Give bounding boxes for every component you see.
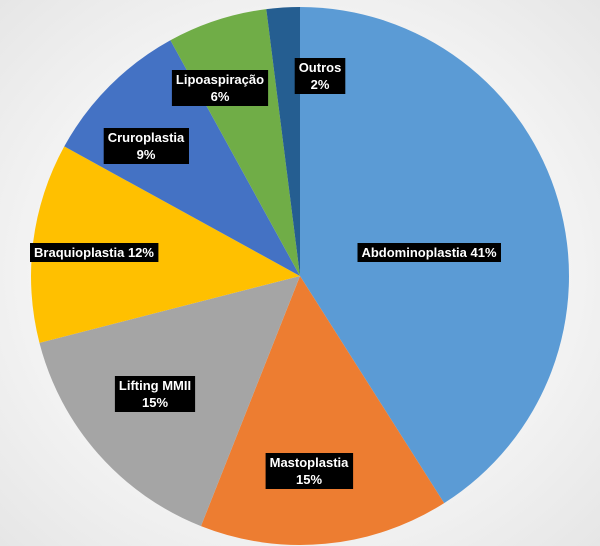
pie-slice-mastoplastia [200, 276, 445, 546]
data-label-cruroplastia: Cruroplastia 9% [103, 128, 189, 164]
data-label-braquioplastia: Braquioplastia 12% [30, 243, 159, 262]
labels-layer: Abdominoplastia 41%Mastoplastia15%Liftin… [30, 58, 501, 489]
category-name: Cruroplastia [108, 130, 185, 145]
category-name: Braquioplastia [34, 245, 128, 260]
category-name: Lifting MMII [119, 378, 191, 393]
data-label-text: Abdominoplastia 41% [361, 245, 497, 260]
percent-value: 6% [211, 89, 230, 104]
percent-value: 41% [471, 245, 497, 260]
data-label-mastoplastia: Mastoplastia 15% [265, 453, 354, 489]
pie-slice-outros [266, 7, 300, 276]
data-label-lipoaspiracao: Lipoaspiração 6% [171, 70, 269, 106]
data-label-outros: Outros 2% [294, 58, 346, 94]
data-label-lifting-mmii: Lifting MMII 15% [114, 376, 196, 412]
data-label-box [265, 453, 354, 489]
category-name: Mastoplastia [270, 455, 350, 470]
percent-value: 9% [137, 147, 156, 162]
percent-value: 12% [128, 245, 154, 260]
data-label-box [357, 243, 501, 262]
data-label-box [114, 376, 196, 412]
percent-value: 15% [296, 472, 322, 487]
percent-value: 15% [142, 395, 168, 410]
percent-value: 2% [311, 77, 330, 92]
data-label-box [30, 243, 159, 262]
slices-layer [30, 7, 569, 546]
data-label-box [294, 58, 346, 94]
category-name: Abdominoplastia [361, 245, 470, 260]
data-label-box [103, 128, 189, 164]
category-name: Outros [299, 60, 342, 75]
data-label-abdominoplastia: Abdominoplastia 41% [357, 243, 501, 262]
category-name: Lipoaspiração [176, 72, 264, 87]
data-label-box [171, 70, 269, 106]
data-label-text: Braquioplastia 12% [34, 245, 154, 260]
pie-slice-braquioplastia [30, 146, 300, 343]
